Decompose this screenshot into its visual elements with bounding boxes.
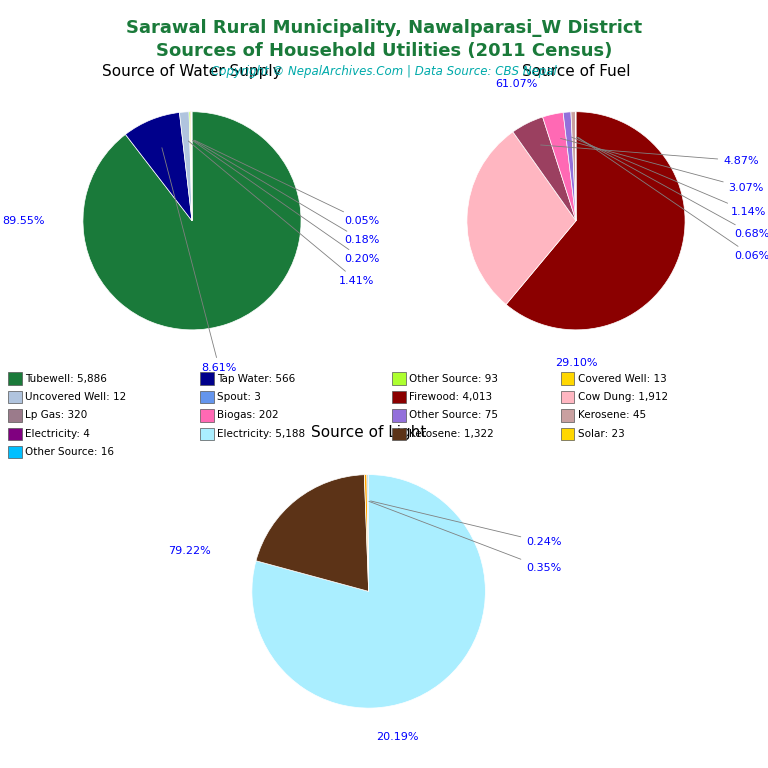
Text: 1.14%: 1.14% (571, 137, 766, 217)
Text: 0.18%: 0.18% (194, 141, 380, 246)
Title: Source of Light: Source of Light (311, 425, 426, 440)
Text: 4.87%: 4.87% (541, 145, 759, 166)
Text: Cow Dung: 1,912: Cow Dung: 1,912 (578, 392, 667, 402)
Wedge shape (367, 475, 369, 591)
Text: Other Source: 16: Other Source: 16 (25, 447, 114, 458)
Text: 79.22%: 79.22% (168, 545, 211, 555)
Wedge shape (364, 475, 369, 591)
Wedge shape (563, 112, 576, 221)
Wedge shape (83, 111, 301, 330)
Wedge shape (190, 112, 192, 221)
Text: Tubewell: 5,886: Tubewell: 5,886 (25, 373, 107, 384)
Text: 0.68%: 0.68% (576, 137, 768, 239)
Wedge shape (252, 475, 485, 708)
Text: 61.07%: 61.07% (495, 79, 537, 90)
Wedge shape (256, 475, 369, 591)
Text: 0.24%: 0.24% (371, 501, 561, 548)
Text: 29.10%: 29.10% (554, 358, 598, 368)
Text: Other Source: 93: Other Source: 93 (409, 373, 498, 384)
Text: Copyright © NepalArchives.Com | Data Source: CBS Nepal: Copyright © NepalArchives.Com | Data Sou… (211, 65, 557, 78)
Text: 20.19%: 20.19% (376, 732, 419, 743)
Text: Uncovered Well: 12: Uncovered Well: 12 (25, 392, 126, 402)
Wedge shape (467, 132, 576, 304)
Text: Biogas: 202: Biogas: 202 (217, 410, 278, 421)
Text: Tap Water: 566: Tap Water: 566 (217, 373, 295, 384)
Text: 0.35%: 0.35% (369, 502, 561, 573)
Wedge shape (571, 112, 576, 221)
Text: Solar: 23: Solar: 23 (578, 429, 624, 439)
Text: Kerosene: 45: Kerosene: 45 (578, 410, 646, 421)
Wedge shape (189, 112, 192, 221)
Text: Other Source: 75: Other Source: 75 (409, 410, 498, 421)
Wedge shape (125, 112, 192, 221)
Text: Kerosene: 1,322: Kerosene: 1,322 (409, 429, 493, 439)
Title: Source of Water Supply: Source of Water Supply (102, 65, 282, 79)
Text: 8.61%: 8.61% (162, 147, 237, 373)
Text: 0.20%: 0.20% (193, 141, 380, 264)
Text: Electricity: 4: Electricity: 4 (25, 429, 89, 439)
Text: Covered Well: 13: Covered Well: 13 (578, 373, 667, 384)
Text: 1.41%: 1.41% (188, 141, 375, 286)
Wedge shape (543, 112, 576, 221)
Text: Lp Gas: 320: Lp Gas: 320 (25, 410, 87, 421)
Text: 89.55%: 89.55% (2, 216, 45, 226)
Text: 0.05%: 0.05% (194, 141, 380, 226)
Text: Sources of Household Utilities (2011 Census): Sources of Household Utilities (2011 Cen… (156, 42, 612, 60)
Text: Spout: 3: Spout: 3 (217, 392, 260, 402)
Text: 0.06%: 0.06% (578, 137, 768, 260)
Text: 3.07%: 3.07% (561, 138, 764, 193)
Text: Firewood: 4,013: Firewood: 4,013 (409, 392, 492, 402)
Wedge shape (513, 117, 576, 221)
Title: Source of Fuel: Source of Fuel (521, 65, 631, 79)
Text: Electricity: 5,188: Electricity: 5,188 (217, 429, 305, 439)
Wedge shape (506, 111, 685, 329)
Wedge shape (180, 112, 192, 221)
Text: Sarawal Rural Municipality, Nawalparasi_W District: Sarawal Rural Municipality, Nawalparasi_… (126, 19, 642, 37)
